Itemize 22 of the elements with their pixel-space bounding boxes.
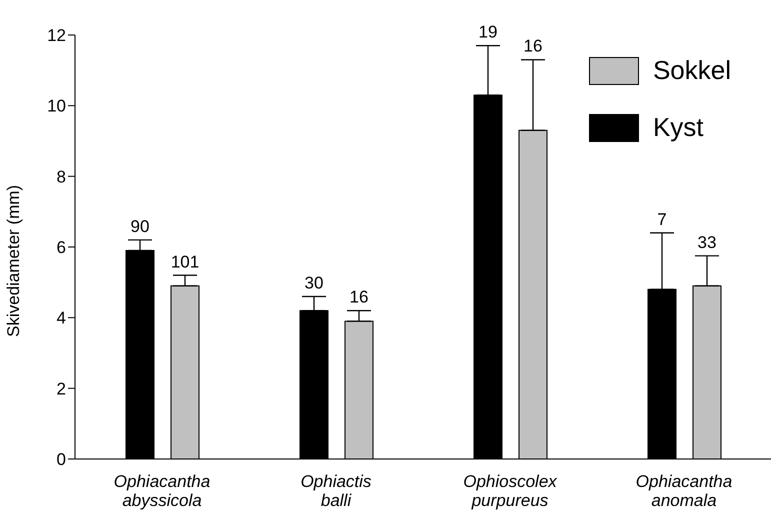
y-tick-label: 10 (47, 96, 66, 116)
legend-label: Kyst (652, 112, 704, 143)
annotation: 7 (657, 210, 667, 229)
x-tick-label: Ophiacantha abyssicola (114, 472, 210, 510)
x-tick-label: Ophiactis balli (300, 472, 372, 510)
x-tick-label: Ophioscolex purpureus (463, 472, 558, 510)
y-tick-label: 12 (47, 26, 66, 46)
y-axis-title: Skivediameter (mm) (4, 184, 24, 337)
y-tick-label: 8 (56, 167, 66, 186)
y-tick-label: 4 (56, 308, 66, 328)
annotation: 16 (350, 288, 368, 307)
annotation: 16 (524, 36, 542, 56)
annotation: 19 (478, 22, 498, 42)
x-tick-label: Ophiacantha anomala (636, 472, 732, 510)
legend-label: Sokkel (652, 55, 731, 86)
annotation: 90 (130, 216, 150, 236)
annotation: 33 (698, 232, 716, 252)
annotation: 30 (304, 273, 324, 292)
y-tick-label: 0 (56, 450, 66, 470)
y-tick-label: 2 (56, 379, 66, 398)
annotation: 101 (170, 252, 200, 272)
y-tick-label: 6 (56, 238, 66, 258)
